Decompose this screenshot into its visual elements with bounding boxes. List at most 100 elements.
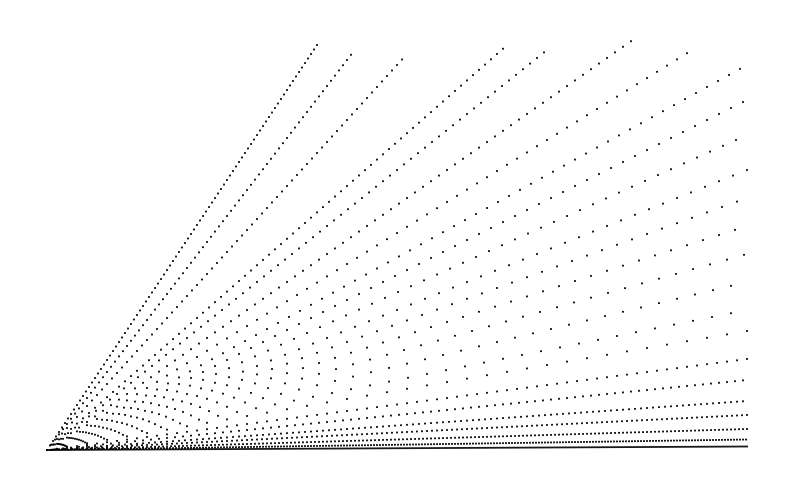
data-point-s15-p34 (692, 319, 694, 322)
data-point-s1-p27 (154, 308, 156, 311)
data-point-s21-p109 (482, 436, 484, 438)
data-point-s18-p65 (566, 397, 568, 399)
data-point-s14-p19 (388, 367, 390, 369)
data-point-s20-p22 (156, 443, 158, 446)
data-point-s4-p6 (88, 415, 90, 418)
data-point-s3-p41 (292, 232, 294, 235)
data-point-s6-p14 (186, 362, 188, 365)
data-point-s21-p119 (522, 434, 524, 437)
data-point-s22-p17 (97, 448, 99, 451)
data-point-s23-p341 (728, 445, 730, 448)
data-point-s21-p111 (490, 435, 492, 438)
data-point-s3-p33 (244, 274, 246, 277)
data-point-s0-p44 (178, 251, 180, 253)
data-point-s7-p12 (178, 376, 180, 379)
data-point-s2-p41 (251, 223, 253, 226)
data-point-s14-p28 (550, 328, 552, 330)
data-point-s23-p133 (312, 447, 314, 450)
data-point-s21-p169 (722, 428, 724, 431)
data-point-s23-p218 (482, 446, 484, 449)
data-point-s19-p27 (208, 437, 210, 440)
data-point-s18-p37 (342, 419, 344, 422)
data-point-s5-p34 (318, 258, 320, 261)
data-point-s17-p38 (426, 399, 428, 402)
data-point-s11-p4 (106, 427, 108, 430)
data-point-s23-p313 (672, 445, 674, 448)
data-point-s9-p37 (527, 232, 529, 235)
data-point-s1-p35 (186, 267, 188, 269)
data-point-s0-p3 (55, 435, 57, 438)
data-point-s23-p0 (46, 449, 48, 451)
data-point-s15-p4 (122, 433, 124, 436)
data-point-s6-p51 (556, 132, 558, 135)
data-point-s5-p56 (494, 135, 496, 138)
data-point-s3-p39 (280, 243, 282, 245)
data-point-s20-p106 (576, 422, 578, 425)
data-point-s21-p152 (654, 430, 656, 433)
data-point-s22-p174 (568, 441, 570, 444)
data-point-s7-p59 (695, 92, 697, 94)
data-point-s21-p34 (182, 445, 184, 447)
data-point-s22-p83 (295, 445, 297, 448)
data-point-s23-p32 (110, 448, 112, 451)
data-point-s12-p6 (142, 418, 144, 421)
data-point-s7-p58 (684, 98, 686, 100)
data-point-s0-p54 (208, 206, 210, 208)
data-point-s13-p4 (114, 430, 116, 432)
data-point-s21-p50 (246, 443, 248, 445)
data-point-s20-p15 (121, 445, 123, 448)
data-point-s22-p202 (652, 440, 654, 442)
data-point-s21-p47 (234, 443, 236, 446)
data-point-s22-p203 (655, 439, 657, 442)
data-point-s3-p70 (466, 79, 468, 82)
data-point-s17-p27 (316, 414, 318, 416)
data-point-s21-p160 (686, 429, 688, 432)
data-point-s23-p230 (506, 446, 508, 449)
data-point-s19-p9 (100, 445, 102, 448)
data-point-s11-p14 (256, 373, 258, 376)
data-point-s23-p264 (574, 446, 576, 449)
data-point-s20-p109 (591, 421, 593, 424)
data-point-s11-p28 (466, 297, 468, 300)
data-point-s18-p34 (318, 421, 320, 424)
data-point-s19-p43 (304, 431, 306, 433)
data-point-s23-p18 (82, 448, 84, 451)
data-point-s11-p23 (391, 324, 393, 327)
data-point-s8-p22 (310, 317, 312, 319)
data-point-s23-p33 (112, 448, 114, 451)
data-point-s9-p4 (98, 425, 100, 428)
data-point-s19-p91 (592, 410, 594, 413)
data-point-s21-p28 (158, 445, 160, 448)
data-point-s12-p19 (350, 351, 352, 354)
data-point-s21-p80 (366, 439, 368, 442)
data-point-s23-p150 (346, 447, 348, 450)
data-point-s20-p134 (716, 415, 718, 418)
data-point-s6-p40 (446, 201, 448, 203)
data-point-s22-p156 (514, 442, 516, 444)
data-point-s22-p101 (349, 444, 351, 447)
data-point-s19-p17 (148, 441, 150, 444)
data-point-s0-p33 (145, 300, 147, 303)
data-point-s21-p83 (378, 439, 380, 441)
data-point-s19-p51 (352, 427, 354, 430)
data-point-s23-p3 (52, 449, 54, 451)
data-point-s19-p42 (298, 431, 300, 434)
data-point-s3-p47 (328, 200, 330, 203)
data-point-s17-p6 (106, 441, 108, 444)
data-point-s12-p5 (126, 423, 128, 426)
data-point-s19-p105 (676, 405, 678, 407)
data-point-s4-p55 (431, 141, 433, 143)
data-point-s7-p16 (222, 352, 224, 355)
data-point-s22-p145 (481, 442, 483, 445)
data-point-s22-p60 (226, 446, 228, 449)
data-point-s22-p124 (418, 443, 420, 446)
data-point-s17-p46 (506, 389, 508, 392)
data-point-s21-p22 (134, 446, 136, 449)
data-point-s11-p1 (61, 443, 63, 446)
data-point-s23-p109 (264, 448, 266, 450)
data-point-s9-p12 (202, 378, 204, 381)
data-point-s10-p25 (396, 309, 398, 311)
data-point-s19-p7 (88, 446, 90, 448)
data-point-s19-p39 (280, 432, 282, 435)
data-point-s5-p14 (158, 370, 160, 373)
